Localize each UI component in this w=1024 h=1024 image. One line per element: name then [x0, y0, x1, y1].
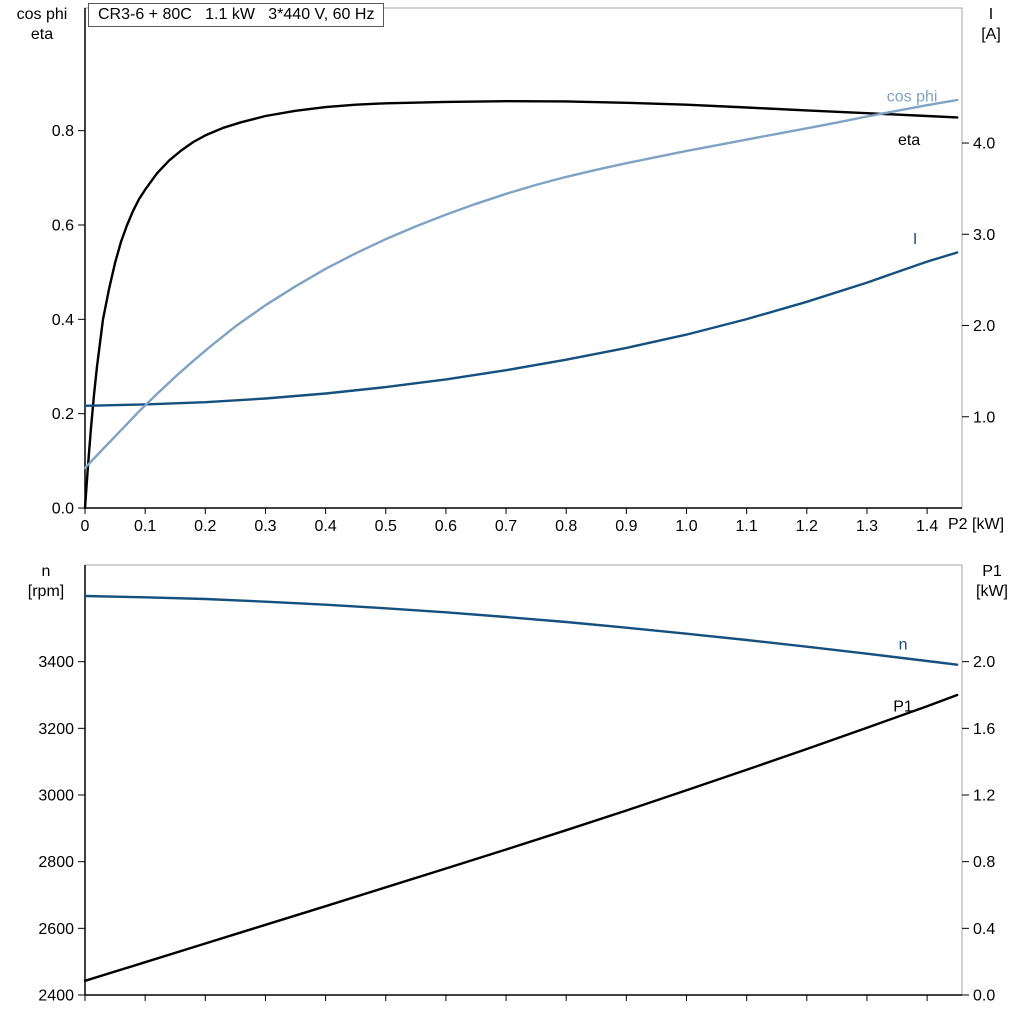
y-right-tick-label: 3.0	[973, 227, 995, 244]
speed-axis-label: n	[41, 563, 51, 580]
curve-label-input-power: P1	[893, 699, 913, 716]
y-left-tick-label: 0.0	[52, 501, 74, 518]
y-right-tick-label: 1.2	[973, 788, 995, 805]
x-tick-label: 1.4	[916, 518, 938, 535]
p1-axis-label: P1	[982, 563, 1002, 580]
x-tick-label: 1.0	[675, 518, 697, 535]
y-left-tick-label: 2600	[38, 921, 74, 938]
plot-frame	[84, 564, 963, 996]
y-right-tick-label: 1.0	[973, 409, 995, 426]
y-left-tick-label: 3400	[38, 654, 74, 671]
x-tick-label: 0.1	[134, 518, 156, 535]
y-left-tick-label: 3000	[38, 788, 74, 805]
lower-plot: 2400 2600 2800 3000 3200 3400 0.0 0.4 0.8 1.2 1.6 2…	[38, 564, 995, 1005]
x-tick-label: 1.2	[796, 518, 818, 535]
cos-phi-axis-label: cos phi	[16, 6, 68, 23]
y-left-tick-label: 2800	[38, 854, 74, 871]
y-right-tick-label: 4.0	[973, 136, 995, 153]
upper-left-axis-title: cos phi eta	[2, 5, 82, 45]
curve-speed	[83, 594, 959, 666]
y-right-tick-label: 0.0	[973, 988, 995, 1005]
upper-plot: 0 0.1 0.2 0.3 0.4 0.5 0.6 0.7 0.8 0.9 1.0 1.1 1.2 1.3…	[52, 7, 995, 535]
curve-current	[83, 251, 959, 407]
y-right-tick-label: 2.0	[973, 654, 995, 671]
current-axis-label: I	[988, 6, 994, 23]
curve-label-eta: eta	[898, 132, 920, 149]
curve-label-speed: n	[899, 636, 908, 653]
curve-label-cos-phi: cos phi	[887, 89, 938, 106]
x-tick-label: 0.5	[375, 518, 397, 535]
curve-eta	[83, 99, 959, 510]
lower-right-axis-title: P1 [kW]	[960, 562, 1024, 602]
x-tick-label: 1.3	[856, 518, 878, 535]
y-left-tick-label: 0.2	[52, 406, 74, 423]
curve-label-current: I	[913, 231, 917, 248]
eta-axis-label: eta	[30, 26, 54, 43]
x-tick-label: 0.9	[615, 518, 637, 535]
curve-cos-phi	[83, 98, 959, 470]
y-left-tick-label: 3200	[38, 721, 74, 738]
x-tick-label: 0.4	[314, 518, 336, 535]
x-tick-label: 0	[81, 518, 90, 535]
chart-title: CR3-6 + 80C 1.1 kW 3*440 V, 60 Hz	[98, 6, 375, 23]
y-left-tick-label: 2400	[38, 988, 74, 1005]
curve-input-power	[83, 693, 959, 982]
lower-left-axis-title: n [rpm]	[4, 562, 88, 602]
ampere-unit-label: [A]	[981, 26, 1001, 43]
rpm-unit-label: [rpm]	[27, 583, 65, 600]
y-left-tick-label: 0.8	[52, 123, 74, 140]
upper-right-axis-title: I [A]	[960, 5, 1022, 45]
y-right-tick-label: 0.4	[973, 921, 995, 938]
x-tick-label: 0.2	[194, 518, 216, 535]
chart-title-box: CR3-6 + 80C 1.1 kW 3*440 V, 60 Hz	[88, 3, 385, 27]
y-left-tick-label: 0.6	[52, 217, 74, 234]
y-right-tick-label: 2.0	[973, 318, 995, 335]
x-tick-label: 0.3	[254, 518, 276, 535]
x-tick-label: 0.8	[555, 518, 577, 535]
plot-frame	[84, 7, 963, 509]
x-tick-label: 0.7	[495, 518, 517, 535]
x-axis-unit-label: P2 [kW]	[948, 516, 1005, 533]
x-tick-label: 0.6	[435, 518, 457, 535]
kw-unit-label: [kW]	[976, 583, 1008, 600]
y-right-tick-label: 0.8	[973, 854, 995, 871]
y-left-tick-label: 0.4	[52, 312, 74, 329]
x-tick-label: 1.1	[736, 518, 758, 535]
y-right-tick-label: 1.6	[973, 721, 995, 738]
